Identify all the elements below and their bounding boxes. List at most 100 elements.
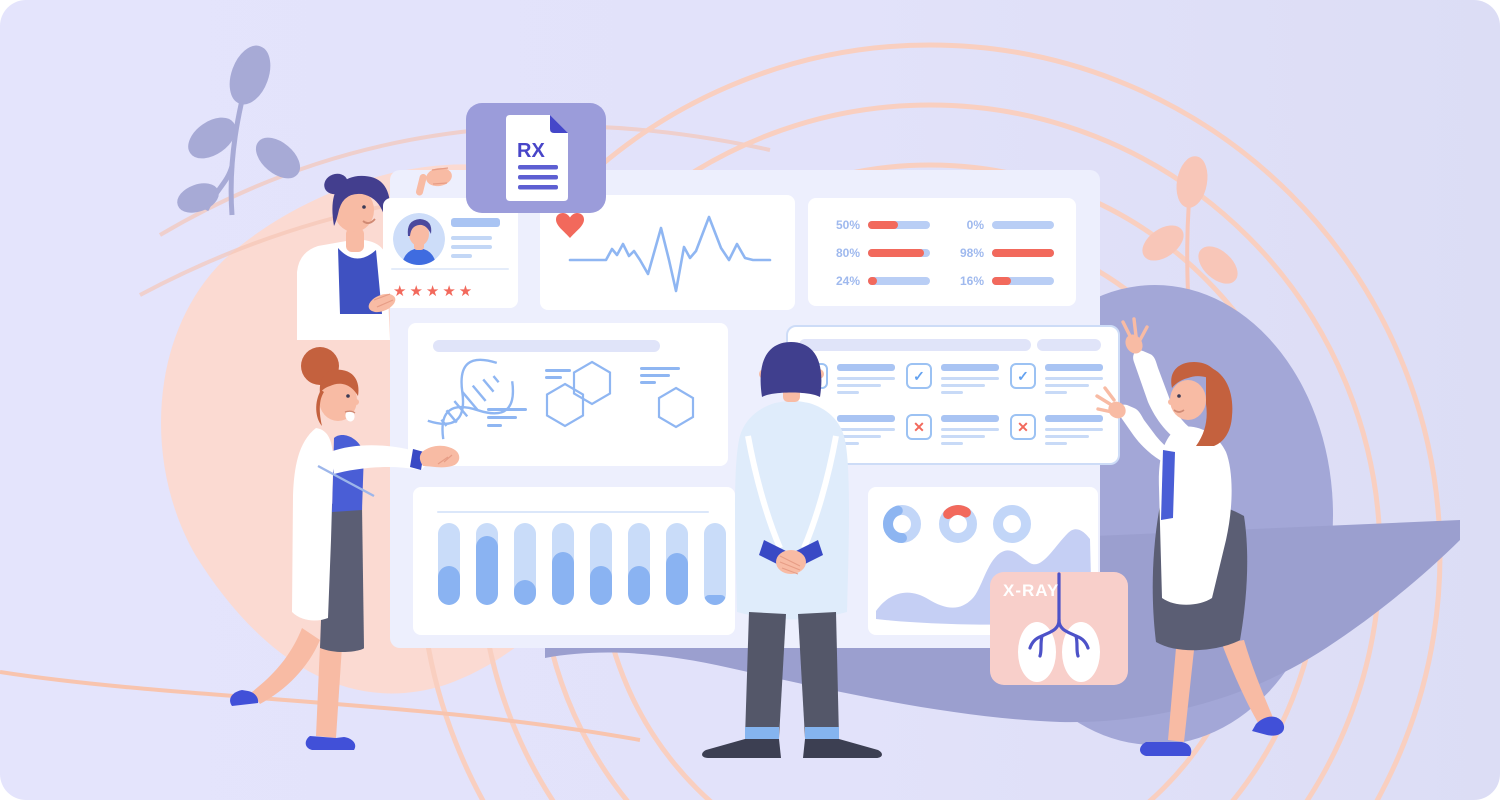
divider bbox=[437, 511, 709, 513]
progress-track bbox=[868, 277, 930, 285]
bar-fill bbox=[704, 595, 726, 605]
ecg-chart bbox=[556, 213, 772, 293]
bar-fill bbox=[476, 536, 498, 605]
checklist-text-lines bbox=[941, 414, 999, 449]
progress-track bbox=[868, 249, 930, 257]
reaching-hand-lower bbox=[1095, 386, 1126, 419]
cuff bbox=[410, 449, 424, 470]
neck bbox=[346, 228, 364, 252]
ecg-polyline bbox=[568, 215, 772, 293]
back-shoe-icon bbox=[230, 690, 259, 706]
eye bbox=[1177, 394, 1181, 398]
checkbox-x[interactable]: ✕ bbox=[1010, 414, 1036, 440]
checklist-text-lines bbox=[837, 363, 895, 398]
progress-label: 24% bbox=[835, 274, 860, 288]
bar-fill bbox=[438, 566, 460, 605]
back-shoe-icon bbox=[1252, 716, 1285, 736]
checklist-item: ✕ bbox=[1010, 414, 1114, 449]
shoe-icon bbox=[803, 739, 882, 758]
nose bbox=[353, 399, 359, 405]
bar-row bbox=[438, 523, 726, 605]
progress-card: 50% 80% 24% 0% 98% 16% bbox=[808, 198, 1076, 306]
front-leg bbox=[316, 645, 342, 738]
checklist-item: ✓ bbox=[1010, 363, 1114, 398]
checklist-text-lines bbox=[1045, 363, 1103, 398]
patient-text-line bbox=[451, 245, 492, 249]
progress-row: 98% bbox=[948, 246, 1054, 260]
progress-track bbox=[992, 277, 1054, 285]
bar-track bbox=[552, 523, 574, 605]
bar-fill bbox=[514, 580, 536, 605]
hair-back bbox=[1196, 366, 1233, 446]
dna-card bbox=[408, 323, 728, 466]
reaching-hand-upper bbox=[1121, 317, 1149, 354]
doctor-reaching-figure bbox=[1095, 317, 1285, 756]
bar-fill bbox=[666, 553, 688, 605]
single-hexagon-icon bbox=[657, 386, 695, 429]
hair bbox=[332, 175, 391, 226]
bar-track bbox=[438, 523, 460, 605]
smile bbox=[1173, 409, 1185, 413]
progress-row: 0% bbox=[948, 218, 1054, 232]
rating-stars: ★★★★★ bbox=[393, 283, 476, 300]
progress-label: 80% bbox=[835, 246, 860, 260]
face bbox=[319, 379, 357, 421]
coat bbox=[292, 428, 334, 621]
mouth bbox=[345, 410, 355, 422]
sleeve-upper bbox=[1133, 350, 1196, 446]
coat bbox=[1158, 426, 1232, 605]
progress-row: 16% bbox=[948, 274, 1054, 288]
eye bbox=[362, 205, 366, 209]
back-leg bbox=[252, 628, 320, 704]
lungs-icon bbox=[1018, 572, 1100, 682]
smile bbox=[362, 218, 376, 224]
front-shoe-icon bbox=[1140, 742, 1192, 756]
blue-dress bbox=[1161, 450, 1175, 520]
donut-ring bbox=[993, 505, 1031, 543]
presenting-hand-icon bbox=[368, 293, 396, 313]
bar-track bbox=[628, 523, 650, 605]
pants-right bbox=[798, 612, 839, 738]
bar-track bbox=[666, 523, 688, 605]
checklist-item: ✓ bbox=[906, 363, 1010, 398]
progress-track bbox=[992, 249, 1054, 257]
ecg-card bbox=[540, 195, 795, 310]
face bbox=[1170, 380, 1206, 420]
checklist-text-lines bbox=[837, 414, 895, 449]
hair bbox=[319, 369, 359, 396]
eye bbox=[346, 394, 350, 398]
patient-avatar bbox=[393, 213, 445, 265]
progress-fill bbox=[992, 249, 1054, 257]
bar-track bbox=[704, 523, 726, 605]
progress-grid: 50% 80% 24% 0% 98% 16% bbox=[824, 211, 1068, 295]
front-shoe-icon bbox=[305, 736, 356, 750]
progress-fill bbox=[868, 221, 898, 229]
donut-segment bbox=[939, 505, 977, 543]
bar-fill bbox=[590, 566, 612, 605]
divider bbox=[391, 268, 509, 270]
patient-name-line bbox=[451, 218, 500, 227]
bar-track bbox=[590, 523, 612, 605]
checkbox-check[interactable]: ✓ bbox=[1010, 363, 1036, 389]
header-pill bbox=[799, 339, 1031, 351]
checklist-text-lines bbox=[1045, 414, 1103, 449]
progress-row: 50% bbox=[824, 218, 930, 232]
bar-chart-card bbox=[413, 487, 735, 635]
sock bbox=[745, 727, 779, 740]
pink-leaves-icon bbox=[1142, 156, 1238, 331]
nose bbox=[1168, 399, 1174, 405]
progress-label: 98% bbox=[959, 246, 984, 260]
header-pill-short bbox=[1037, 339, 1101, 351]
bar-fill bbox=[628, 566, 650, 605]
blue-top bbox=[338, 248, 382, 314]
rx-label: RX bbox=[517, 140, 545, 162]
front-leg bbox=[1168, 648, 1194, 742]
progress-row: 80% bbox=[824, 246, 930, 260]
checklist-text-lines bbox=[941, 363, 999, 398]
donut-segment bbox=[883, 505, 921, 543]
right-text-lines bbox=[640, 367, 680, 384]
progress-label: 50% bbox=[835, 218, 860, 232]
checkbox-check[interactable]: ✓ bbox=[906, 363, 932, 389]
checkbox-x[interactable]: ✕ bbox=[906, 414, 932, 440]
